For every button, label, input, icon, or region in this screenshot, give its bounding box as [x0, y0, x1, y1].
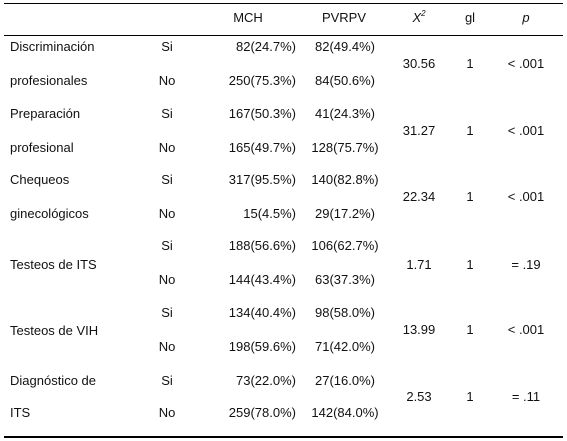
- row-label-line1: Discriminación: [10, 39, 95, 54]
- row-no: No: [158, 140, 176, 155]
- cell-mch-si: 82(24.7%): [236, 39, 296, 54]
- cell-mch-no: 259(78.0%): [228, 405, 296, 420]
- cell-pvrpv-no: 29(17.2%): [315, 206, 375, 221]
- row-label-line1: Chequeos: [10, 172, 70, 187]
- cell-gl: 1: [466, 389, 474, 404]
- row-label-line1: Preparación: [10, 106, 81, 121]
- row-label-line2: ITS: [10, 405, 31, 420]
- cell-pvrpv-no: 63(37.3%): [315, 272, 375, 287]
- cell-pvrpv-no: 128(75.7%): [311, 140, 379, 155]
- row-no: No: [158, 272, 176, 287]
- table-bottom-rule: [4, 436, 563, 438]
- cell-pvrpv-si: 98(58.0%): [315, 305, 375, 320]
- cell-p: = .11: [511, 389, 541, 404]
- row-no: No: [158, 73, 176, 88]
- table-top-rule: [4, 3, 563, 4]
- cell-mch-no: 144(43.4%): [228, 272, 296, 287]
- row-si: Si: [161, 238, 173, 253]
- cell-chi-square: 1.71: [406, 257, 432, 272]
- cell-pvrpv-si: 41(24.3%): [315, 106, 375, 121]
- header-chi-square: X2: [389, 10, 449, 26]
- header-chi-square-base: X: [412, 10, 422, 25]
- cell-gl: 1: [466, 322, 474, 337]
- cell-p: = .19: [511, 257, 541, 272]
- cell-mch-no: 250(75.3%): [228, 73, 296, 88]
- cell-pvrpv-no: 84(50.6%): [315, 73, 375, 88]
- row-label-line2: profesionales: [10, 73, 88, 88]
- cell-p: < .001: [507, 322, 545, 337]
- cell-mch-si: 317(95.5%): [228, 172, 296, 187]
- table-header-rule: [4, 35, 563, 36]
- cell-chi-square: 22.34: [402, 189, 436, 204]
- cell-mch-no: 15(4.5%): [243, 206, 296, 221]
- cell-pvrpv-no: 71(42.0%): [315, 339, 375, 354]
- cell-pvrpv-si: 82(49.4%): [315, 39, 375, 54]
- cell-pvrpv-si: 27(16.0%): [315, 373, 375, 388]
- header-gl: gl: [464, 10, 476, 25]
- row-label-line1: Diagnóstico de: [10, 373, 96, 388]
- row-si: Si: [161, 106, 173, 121]
- cell-chi-square: 31.27: [402, 123, 436, 138]
- cell-mch-no: 165(49.7%): [228, 140, 296, 155]
- cell-chi-square: 13.99: [402, 322, 436, 337]
- header-chi-square-sup: 2: [421, 9, 426, 18]
- row-si: Si: [161, 172, 173, 187]
- header-p: p: [522, 10, 530, 25]
- row-si: Si: [161, 373, 173, 388]
- cell-pvrpv-si: 106(62.7%): [311, 238, 379, 253]
- cell-p: < .001: [507, 123, 545, 138]
- cell-mch-no: 198(59.6%): [228, 339, 296, 354]
- cell-gl: 1: [466, 56, 474, 71]
- cell-chi-square: 2.53: [406, 389, 432, 404]
- cell-chi-square: 30.56: [402, 56, 436, 71]
- cell-mch-si: 167(50.3%): [228, 106, 296, 121]
- row-si: Si: [161, 39, 173, 54]
- row-si: Si: [161, 305, 173, 320]
- cell-gl: 1: [466, 123, 474, 138]
- cell-p: < .001: [507, 189, 545, 204]
- row-label-line1: Testeos de VIH: [10, 323, 99, 338]
- cell-gl: 1: [466, 189, 474, 204]
- row-no: No: [158, 405, 176, 420]
- cell-mch-si: 73(22.0%): [236, 373, 296, 388]
- row-no: No: [158, 339, 176, 354]
- row-label-line1: Testeos de ITS: [10, 257, 97, 272]
- cell-pvrpv-no: 142(84.0%): [311, 405, 379, 420]
- cell-pvrpv-si: 140(82.8%): [311, 172, 379, 187]
- header-mch: MCH: [233, 10, 263, 25]
- cell-p: < .001: [507, 56, 545, 71]
- row-label-line2: profesional: [10, 140, 74, 155]
- cell-mch-si: 134(40.4%): [228, 305, 296, 320]
- header-pvrpv: PVRPV: [321, 10, 367, 25]
- row-no: No: [158, 206, 176, 221]
- cell-gl: 1: [466, 257, 474, 272]
- cell-mch-si: 188(56.6%): [228, 238, 296, 253]
- row-label-line2: ginecológicos: [10, 206, 89, 221]
